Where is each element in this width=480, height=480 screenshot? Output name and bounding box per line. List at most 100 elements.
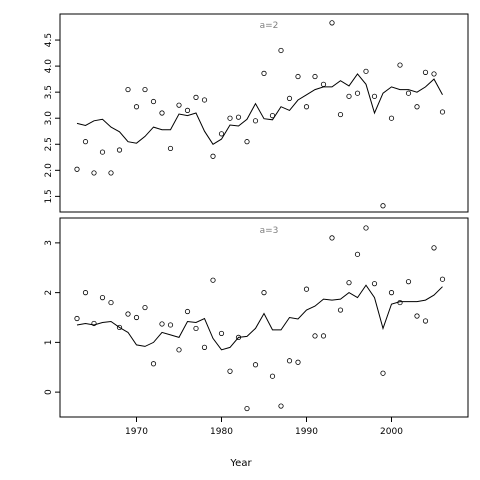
- panel-bottom-data-point: [167, 322, 174, 328]
- panel-bottom: a=3 0 1 2 3 1970 1980 1990 2000: [44, 217, 469, 437]
- panel-top-data-point: [405, 90, 412, 96]
- panel-bottom-y-axis: 0 1 2 3: [44, 240, 60, 395]
- panel-bottom-data-point: [346, 280, 352, 286]
- panel-top-series-line: [76, 73, 443, 145]
- panel-top-data-point: [193, 94, 199, 100]
- panel-top-data-point: [108, 170, 114, 176]
- panel-top-data-point: [354, 90, 361, 96]
- panel-bottom-data-point: [116, 324, 123, 331]
- panel-bottom-data-point: [320, 333, 327, 339]
- panel-bottom-label: a=3: [260, 226, 279, 236]
- panel-bottom-data-point: [176, 347, 182, 353]
- panel-bottom-points: [74, 225, 446, 412]
- panel-top-data-point: [125, 86, 131, 93]
- panel-top-data-point: [278, 47, 284, 54]
- panel-top-frame: [59, 13, 469, 213]
- panel-top-data-point: [244, 139, 250, 145]
- panel-bottom-data-point: [286, 358, 293, 364]
- panel-top-y-tick-label: 3.5: [44, 85, 54, 99]
- panel-top-y-tick-label: 2.5: [44, 137, 54, 151]
- panel-top-data-point: [116, 147, 123, 153]
- panel-top-y-tick-label: 1.5: [44, 189, 54, 203]
- panel-top-data-point: [363, 68, 369, 74]
- panel-bottom-data-point: [108, 299, 114, 306]
- panel-top-y-tick-label: 3.0: [44, 111, 54, 126]
- panel-bottom-data-point: [99, 294, 106, 301]
- panel-bottom-data-point: [388, 290, 395, 296]
- panel-bottom-y-tick-label: 1: [44, 340, 54, 346]
- panel-bottom-data-point: [91, 320, 97, 327]
- panel-bottom-data-point: [439, 276, 446, 282]
- x-axis-label: Year: [229, 458, 252, 469]
- panel-bottom-x-tick-label: 1970: [125, 427, 148, 437]
- panel-bottom-data-point: [218, 330, 225, 337]
- panel-bottom-data-point: [354, 251, 361, 257]
- panel-top-data-point: [329, 20, 335, 26]
- panel-top-data-point: [159, 110, 165, 116]
- panel-bottom-data-point: [125, 311, 131, 317]
- panel-bottom-data-point: [405, 279, 412, 285]
- panel-top-data-point: [210, 153, 216, 159]
- panel-bottom-x-axis: 1970 1980 1990 2000: [125, 417, 403, 437]
- panel-top-data-point: [167, 145, 174, 152]
- panel-top-data-point: [380, 203, 386, 209]
- panel-bottom-data-point: [312, 333, 318, 339]
- panel-top-data-point: [371, 93, 378, 99]
- panel-top-data-point: [91, 170, 97, 176]
- panel-bottom-frame: [59, 217, 469, 418]
- panel-bottom-data-point: [431, 245, 437, 251]
- panel-bottom-data-point: [329, 235, 335, 241]
- panel-bottom-data-point: [133, 314, 140, 321]
- panel-top-data-point: [184, 107, 191, 113]
- panel-top-data-point: [439, 109, 446, 115]
- panel-top-label: a=2: [260, 21, 279, 31]
- panel-top-data-point: [295, 73, 301, 80]
- panel-top-data-point: [227, 115, 233, 121]
- panel-top-data-point: [261, 70, 267, 77]
- panel-top: a=2 1.5 2.0 2.5 3.0 3.5 4.0 4.5: [44, 13, 469, 213]
- panel-bottom-data-point: [363, 225, 369, 231]
- panel-bottom-data-point: [380, 370, 386, 376]
- panel-bottom-data-point: [227, 368, 233, 374]
- panel-top-data-point: [431, 71, 437, 77]
- panel-top-data-point: [201, 97, 208, 103]
- panel-bottom-data-point: [193, 325, 199, 332]
- panel-top-data-point: [346, 93, 352, 99]
- panel-top-data-point: [286, 95, 293, 102]
- panel-bottom-data-point: [295, 359, 301, 365]
- panel-bottom-data-point: [414, 313, 420, 319]
- panel-top-y-tick-label: 2.0: [44, 163, 54, 178]
- panel-bottom-data-point: [201, 344, 208, 350]
- panel-bottom-data-point: [278, 403, 284, 409]
- panel-top-points: [74, 20, 446, 209]
- panel-bottom-data-point: [269, 373, 276, 379]
- panel-top-data-point: [312, 73, 318, 80]
- panel-bottom-y-tick-label: 3: [44, 240, 54, 246]
- panel-bottom-data-point: [74, 315, 80, 322]
- panel-top-data-point: [150, 98, 157, 105]
- panel-top-data-point: [422, 69, 429, 75]
- panel-bottom-data-point: [303, 286, 310, 292]
- panel-top-data-point: [388, 115, 395, 121]
- panel-top-data-point: [176, 102, 182, 108]
- panel-bottom-data-point: [244, 405, 250, 412]
- panel-top-data-point: [414, 104, 420, 110]
- panel-top-data-point: [337, 111, 344, 118]
- panel-bottom-y-tick-label: 2: [44, 290, 54, 296]
- panel-bottom-data-point: [150, 361, 157, 367]
- panel-bottom-x-tick-label: 1990: [295, 427, 318, 437]
- panel-top-data-point: [252, 118, 259, 124]
- panel-bottom-data-point: [82, 290, 89, 296]
- panel-bottom-data-point: [159, 321, 165, 327]
- panel-bottom-data-point: [337, 307, 344, 313]
- panel-top-y-tick-label: 4.5: [44, 33, 54, 47]
- panel-bottom-data-point: [252, 362, 259, 368]
- panel-top-data-point: [133, 104, 140, 110]
- panel-top-data-point: [99, 149, 106, 155]
- panel-bottom-y-tick-label: 0: [44, 389, 54, 395]
- panel-bottom-x-tick-label: 2000: [380, 427, 403, 437]
- panel-bottom-data-point: [371, 281, 378, 287]
- panel-bottom-data-point: [261, 290, 267, 296]
- panel-top-data-point: [303, 104, 310, 110]
- panel-top-data-point: [82, 139, 89, 145]
